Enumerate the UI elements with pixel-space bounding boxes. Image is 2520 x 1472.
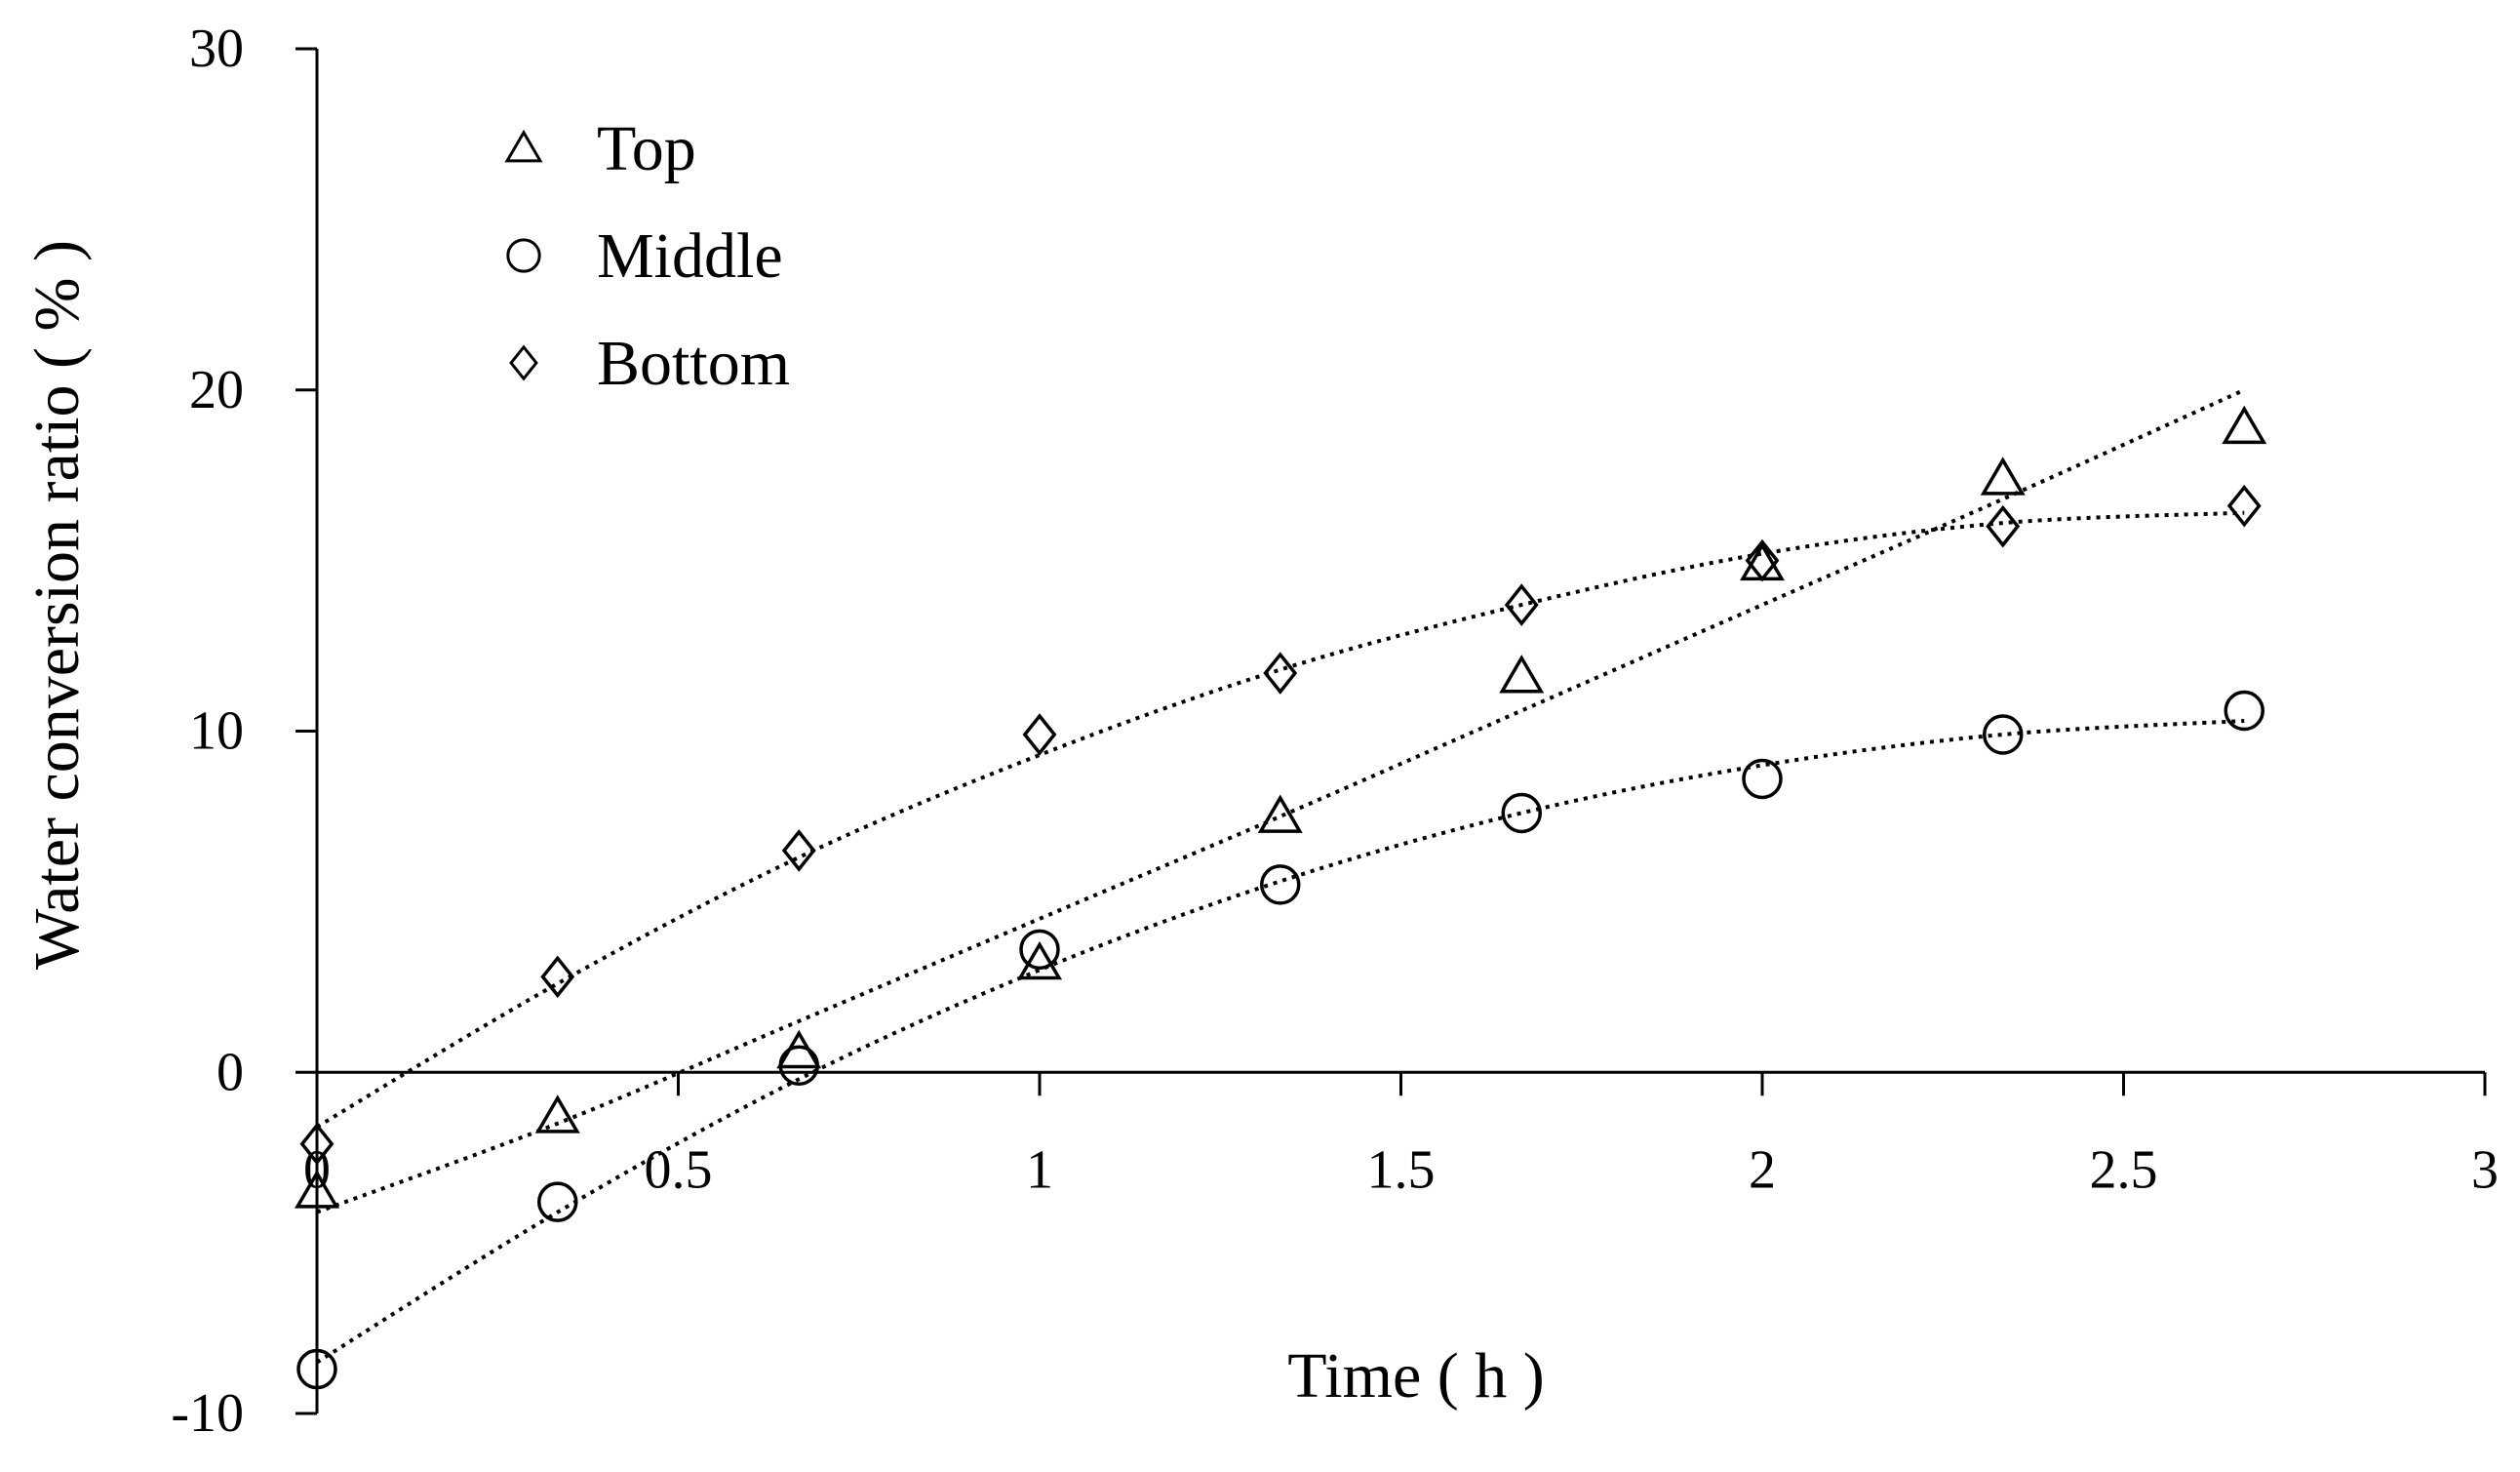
data-point-bottom <box>540 955 575 999</box>
data-point-top <box>1017 940 1062 980</box>
legend-label-middle: Middle <box>597 220 783 292</box>
y-tick-label: -10 <box>171 1383 244 1444</box>
data-point-middle <box>296 1348 337 1390</box>
data-point-middle <box>778 1045 819 1087</box>
data-point-top <box>1499 655 1545 694</box>
data-point-middle <box>2224 690 2264 732</box>
data-point-bottom <box>1022 713 1057 756</box>
x-tick-label: 2.5 <box>2090 1139 2158 1200</box>
y-tick-label: 20 <box>189 360 244 420</box>
data-point-middle <box>1742 758 1783 800</box>
x-axis-title: Time ( h ) <box>1287 1340 1544 1412</box>
data-point-top <box>2222 405 2267 445</box>
trendline-layer <box>315 387 2246 1365</box>
trendline-bottom <box>315 510 2245 1129</box>
data-point-middle <box>1019 929 1060 971</box>
legend-item-middle: Middle <box>506 220 783 292</box>
data-point-bottom <box>1504 583 1539 626</box>
legend-item-top: Top <box>504 113 696 184</box>
legend-marker-bottom <box>509 344 538 381</box>
trendline-top <box>316 387 2246 1214</box>
data-point-bottom <box>2226 484 2262 528</box>
data-point-top <box>295 1170 339 1209</box>
y-tick-label: 10 <box>189 701 244 762</box>
x-tick-label: 2 <box>1749 1139 1776 1200</box>
data-point-middle <box>1983 714 2024 755</box>
data-point-top <box>776 1029 822 1069</box>
y-axis-title: Water conversion ratio ( % ) <box>21 240 93 970</box>
trendline-middle <box>315 719 2245 1365</box>
data-point-middle <box>1260 864 1301 905</box>
legend-label-bottom: Bottom <box>597 328 790 399</box>
x-tick-label: 1 <box>1026 1139 1053 1200</box>
data-point-bottom <box>1745 538 1780 582</box>
data-point-top <box>1980 457 2026 496</box>
y-ticks: -10 0 10 20 30 <box>171 19 317 1444</box>
x-ticks: 0 0.5 1 1.5 2 2.5 3 <box>303 1072 2499 1200</box>
x-tick-label: 1.5 <box>1367 1139 1436 1200</box>
data-point-top <box>534 1094 580 1134</box>
data-point-bottom <box>299 1122 335 1166</box>
legend-marker-top <box>504 129 543 163</box>
data-point-bottom <box>1263 652 1298 695</box>
y-tick-label: 0 <box>217 1042 244 1102</box>
data-point-bottom <box>781 829 816 872</box>
data-point-bottom <box>1986 504 2021 548</box>
legend-item-bottom: Bottom <box>509 328 790 399</box>
markers-layer <box>295 405 2267 1390</box>
legend: Top Middle Bottom <box>504 113 790 399</box>
y-tick-label: 30 <box>189 19 244 79</box>
legend-label-top: Top <box>597 113 696 184</box>
data-point-middle <box>537 1181 578 1222</box>
data-point-top <box>1257 794 1303 833</box>
data-point-middle <box>1501 792 1542 834</box>
legend-marker-middle <box>506 238 541 273</box>
x-tick-label: 3 <box>2471 1139 2499 1200</box>
x-tick-label: 0.5 <box>645 1139 713 1200</box>
